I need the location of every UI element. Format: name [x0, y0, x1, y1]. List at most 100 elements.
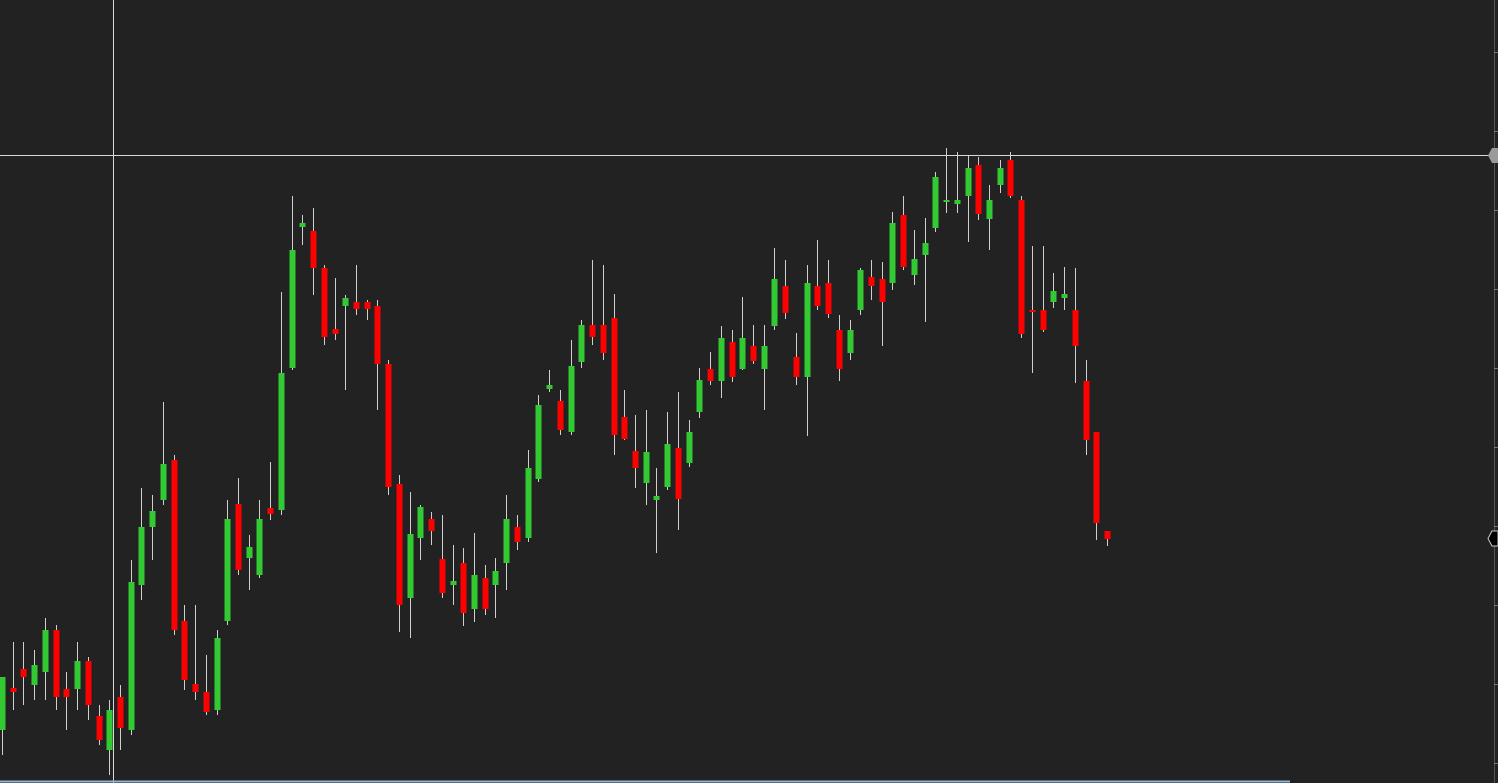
- candle-body: [857, 270, 864, 310]
- candle-body: [557, 401, 564, 430]
- candle-body: [782, 286, 789, 313]
- candle-body: [428, 519, 435, 531]
- candle-body: [771, 279, 778, 326]
- candle-body: [932, 177, 939, 228]
- candle-body: [836, 330, 843, 369]
- candle-body: [214, 638, 221, 710]
- candle-body: [729, 342, 736, 377]
- candle-body: [664, 444, 671, 487]
- candle-body: [986, 200, 993, 219]
- crosshair-price-marker: [1488, 148, 1498, 163]
- candle-body: [203, 692, 210, 712]
- candle-body: [181, 621, 188, 680]
- candle-body: [814, 286, 821, 306]
- candle-body: [53, 630, 60, 697]
- candle-body: [1083, 381, 1090, 440]
- candle-body: [696, 380, 703, 412]
- candle-body: [374, 306, 381, 364]
- candle-body: [1007, 160, 1014, 196]
- candle-body: [310, 231, 317, 268]
- candle-body: [739, 338, 746, 369]
- candle-body: [1050, 291, 1057, 302]
- candle-body: [707, 369, 714, 381]
- candle-body: [643, 452, 650, 483]
- candle-body: [546, 385, 553, 389]
- candle-body: [192, 684, 199, 692]
- candle-body: [342, 298, 349, 306]
- candle-body: [868, 277, 875, 286]
- candle-body: [278, 373, 285, 510]
- candle-body: [847, 330, 854, 353]
- candle-body: [160, 464, 167, 500]
- candle-body: [997, 168, 1004, 185]
- candle-body: [675, 448, 682, 499]
- candle-body: [943, 200, 950, 202]
- candles: [0, 148, 1111, 775]
- candle-body: [10, 688, 17, 692]
- candle-body: [686, 432, 693, 463]
- candle-body: [761, 346, 768, 369]
- candle-body: [492, 571, 499, 585]
- candle-body: [1093, 432, 1100, 523]
- candle-body: [20, 669, 27, 677]
- candle-body: [460, 563, 467, 613]
- candle-body: [900, 215, 907, 267]
- candle-body: [332, 329, 339, 334]
- candle-body: [879, 279, 886, 302]
- candle-body: [246, 547, 253, 558]
- candle-body: [149, 511, 156, 527]
- candle-body: [85, 661, 92, 705]
- candle-body: [471, 575, 478, 609]
- last-price-marker: [1487, 530, 1498, 547]
- candle-body: [235, 504, 242, 570]
- candle-body: [171, 460, 178, 630]
- candle-body: [353, 302, 360, 309]
- candle-body: [396, 484, 403, 605]
- candle-body: [804, 283, 811, 377]
- candle-body: [621, 417, 628, 439]
- candle-body: [793, 357, 800, 377]
- candle-body: [503, 519, 510, 563]
- candle-body: [106, 710, 113, 750]
- candle-body: [589, 325, 596, 337]
- candle-body: [407, 534, 414, 598]
- candle-body: [128, 582, 135, 730]
- candle-body: [31, 665, 38, 685]
- candle-body: [1104, 531, 1111, 539]
- candle-body: [224, 519, 231, 621]
- candle-body: [825, 283, 832, 314]
- candle-body: [42, 630, 49, 672]
- candle-body: [417, 507, 424, 538]
- candle-body: [267, 508, 274, 514]
- candle-body: [514, 527, 521, 542]
- candle-body: [450, 581, 457, 585]
- candle-body: [256, 519, 263, 575]
- candle-body: [954, 200, 961, 204]
- candle-body: [975, 165, 982, 214]
- candle-body: [611, 318, 618, 435]
- candle-body: [965, 168, 972, 196]
- candle-body: [439, 559, 446, 593]
- candle-body: [1040, 310, 1047, 330]
- candle-body: [653, 496, 660, 500]
- candle-body: [750, 346, 757, 361]
- candle-body: [525, 468, 532, 538]
- candle-body: [632, 451, 639, 468]
- candle-body: [96, 716, 103, 740]
- candle-body: [385, 364, 392, 487]
- candle-body: [568, 366, 575, 432]
- candle-body: [321, 268, 328, 337]
- candle-body: [1072, 310, 1079, 346]
- candle-body: [922, 243, 929, 255]
- candle-body: [578, 325, 585, 362]
- candle-body: [364, 302, 371, 309]
- candle-body: [63, 689, 70, 697]
- candle-body: [911, 259, 918, 275]
- price-axis-ticks: [1494, 52, 1498, 764]
- candle-body: [482, 578, 489, 609]
- candle-body: [1018, 200, 1025, 334]
- candle-body: [117, 697, 124, 728]
- candle-body: [0, 677, 6, 730]
